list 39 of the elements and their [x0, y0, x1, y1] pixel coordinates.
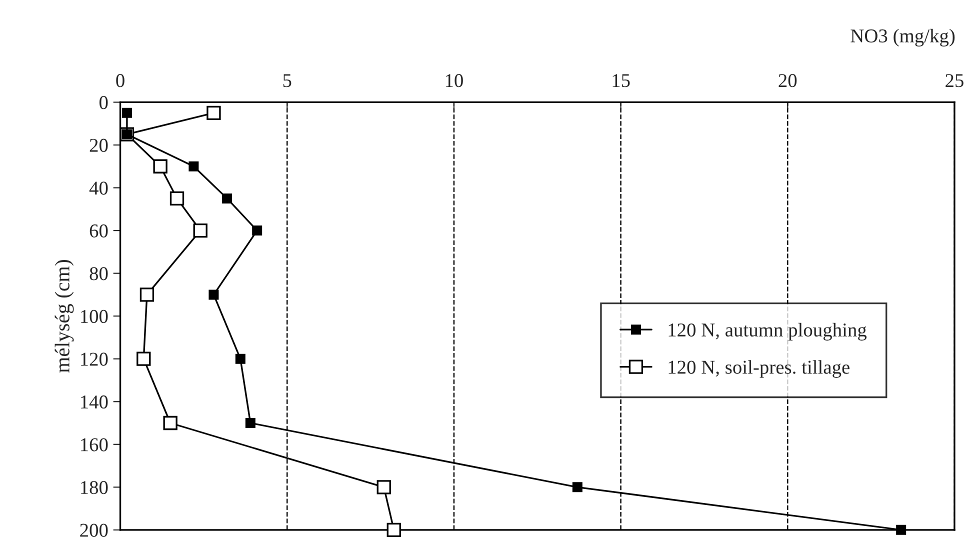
x-axis-title: NO3 (mg/kg) [850, 28, 955, 47]
y-tick-label: 100 [81, 310, 108, 324]
x-tick-label: 5 [283, 74, 292, 88]
y-tick-label: 160 [81, 438, 108, 452]
x-tick-label: 15 [612, 74, 630, 88]
point [163, 416, 178, 430]
point [206, 106, 221, 120]
y-tick-label: 140 [81, 395, 108, 409]
point [170, 191, 184, 206]
point [222, 193, 232, 204]
x-tick-label: 25 [946, 74, 964, 88]
point [140, 288, 154, 302]
point [386, 522, 401, 538]
legend-label: 120 N, autumn ploughing [668, 322, 867, 341]
point [376, 480, 391, 494]
y-tick-label: 200 [80, 524, 108, 537]
point [252, 226, 262, 236]
legend-label: 120 N, soil-pres. tillage [668, 360, 850, 378]
y-tick-label: 120 [81, 352, 108, 366]
point [193, 223, 208, 238]
point [122, 108, 132, 118]
point [153, 159, 168, 174]
x-tick-label: 10 [446, 74, 463, 88]
point [208, 290, 219, 300]
point [136, 352, 151, 366]
point [245, 418, 256, 428]
y-tick-label: 0 [99, 96, 108, 110]
point [896, 524, 906, 535]
x-tick-label: 20 [778, 74, 797, 88]
y-tick-label: 80 [90, 267, 108, 280]
y-tick-label: 40 [89, 182, 108, 195]
point [235, 354, 246, 364]
y-tick-label: 20 [90, 138, 108, 152]
y-tick-label: 180 [81, 480, 108, 494]
point [572, 482, 582, 492]
y-axis-title: mélység (cm) [54, 260, 74, 373]
point [188, 161, 199, 172]
x-tick-label: 0 [116, 74, 124, 88]
y-tick-label: 60 [90, 224, 108, 238]
